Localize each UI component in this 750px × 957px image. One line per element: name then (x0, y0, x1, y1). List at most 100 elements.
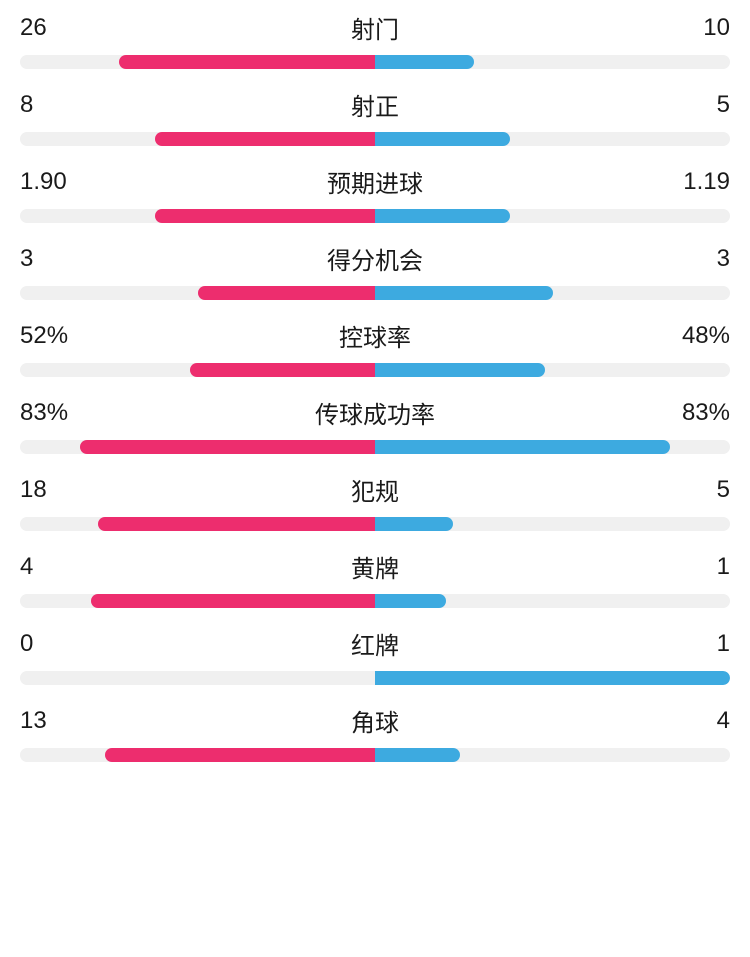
stat-labels: 18犯规5 (20, 472, 730, 507)
bar-right-wrapper (375, 363, 730, 377)
stat-name: 传球成功率 (80, 395, 670, 430)
bar-left-wrapper (20, 55, 375, 69)
stat-name: 射门 (80, 10, 670, 45)
bar-right (375, 132, 510, 146)
stat-value-right: 1 (670, 630, 730, 658)
stat-row: 13角球4 (20, 703, 730, 762)
stat-name: 角球 (80, 703, 670, 738)
bar-left-wrapper (20, 209, 375, 223)
bar-container (20, 363, 730, 377)
bar-container (20, 671, 730, 685)
bar-right-wrapper (375, 440, 730, 454)
bar-right-wrapper (375, 671, 730, 685)
bar-right-wrapper (375, 55, 730, 69)
stat-name: 射正 (80, 87, 670, 122)
stat-row: 3得分机会3 (20, 241, 730, 300)
bar-container (20, 748, 730, 762)
stat-labels: 4黄牌1 (20, 549, 730, 584)
stat-value-left: 26 (20, 14, 80, 42)
stat-labels: 0红牌1 (20, 626, 730, 661)
stat-row: 18犯规5 (20, 472, 730, 531)
bar-container (20, 286, 730, 300)
stat-value-right: 5 (670, 91, 730, 119)
stat-row: 0红牌1 (20, 626, 730, 685)
stat-value-right: 5 (670, 476, 730, 504)
stat-value-left: 8 (20, 91, 80, 119)
bar-right (375, 440, 670, 454)
bar-right-wrapper (375, 209, 730, 223)
bar-left-wrapper (20, 440, 375, 454)
stat-value-right: 4 (670, 707, 730, 735)
bar-left-wrapper (20, 132, 375, 146)
stat-labels: 3得分机会3 (20, 241, 730, 276)
stat-value-left: 83% (20, 399, 80, 427)
stat-value-left: 0 (20, 630, 80, 658)
bar-left (155, 209, 375, 223)
stat-row: 83%传球成功率83% (20, 395, 730, 454)
bar-left (91, 594, 375, 608)
bar-left-wrapper (20, 594, 375, 608)
bar-left (98, 517, 375, 531)
bar-container (20, 132, 730, 146)
stat-row: 8射正5 (20, 87, 730, 146)
bar-container (20, 517, 730, 531)
stat-labels: 8射正5 (20, 87, 730, 122)
bar-container (20, 55, 730, 69)
bar-left (119, 55, 375, 69)
stat-name: 控球率 (80, 318, 670, 353)
stat-name: 红牌 (80, 626, 670, 661)
bar-right-wrapper (375, 517, 730, 531)
bar-left-wrapper (20, 748, 375, 762)
bar-right (375, 363, 545, 377)
stat-name: 黄牌 (80, 549, 670, 584)
stat-value-left: 1.90 (20, 168, 80, 196)
stat-value-left: 13 (20, 707, 80, 735)
stat-value-right: 1.19 (670, 168, 730, 196)
match-stats-container: 26射门108射正51.90预期进球1.193得分机会352%控球率48%83%… (20, 10, 730, 762)
bar-left-wrapper (20, 517, 375, 531)
bar-left (80, 440, 375, 454)
bar-container (20, 440, 730, 454)
bar-left (198, 286, 376, 300)
bar-right (375, 286, 553, 300)
stat-row: 52%控球率48% (20, 318, 730, 377)
stat-row: 4黄牌1 (20, 549, 730, 608)
bar-container (20, 594, 730, 608)
stat-value-right: 1 (670, 553, 730, 581)
bar-left (190, 363, 375, 377)
stat-value-left: 4 (20, 553, 80, 581)
bar-right (375, 748, 460, 762)
stat-labels: 26射门10 (20, 10, 730, 45)
bar-right (375, 594, 446, 608)
bar-right-wrapper (375, 286, 730, 300)
stat-name: 得分机会 (80, 241, 670, 276)
stat-value-left: 52% (20, 322, 80, 350)
stat-labels: 1.90预期进球1.19 (20, 164, 730, 199)
stat-value-left: 18 (20, 476, 80, 504)
stat-labels: 52%控球率48% (20, 318, 730, 353)
bar-right (375, 517, 453, 531)
stat-labels: 83%传球成功率83% (20, 395, 730, 430)
stat-value-right: 3 (670, 245, 730, 273)
bar-right-wrapper (375, 748, 730, 762)
stat-name: 预期进球 (80, 164, 670, 199)
stat-value-right: 10 (670, 14, 730, 42)
bar-right-wrapper (375, 132, 730, 146)
stat-value-right: 83% (670, 399, 730, 427)
stat-name: 犯规 (80, 472, 670, 507)
stat-row: 26射门10 (20, 10, 730, 69)
bar-left-wrapper (20, 286, 375, 300)
stat-labels: 13角球4 (20, 703, 730, 738)
bar-left-wrapper (20, 671, 375, 685)
stat-value-right: 48% (670, 322, 730, 350)
bar-left-wrapper (20, 363, 375, 377)
stat-row: 1.90预期进球1.19 (20, 164, 730, 223)
bar-right-wrapper (375, 594, 730, 608)
bar-container (20, 209, 730, 223)
bar-right (375, 671, 730, 685)
bar-right (375, 55, 474, 69)
stat-value-left: 3 (20, 245, 80, 273)
bar-right (375, 209, 510, 223)
bar-left (105, 748, 375, 762)
bar-left (155, 132, 375, 146)
